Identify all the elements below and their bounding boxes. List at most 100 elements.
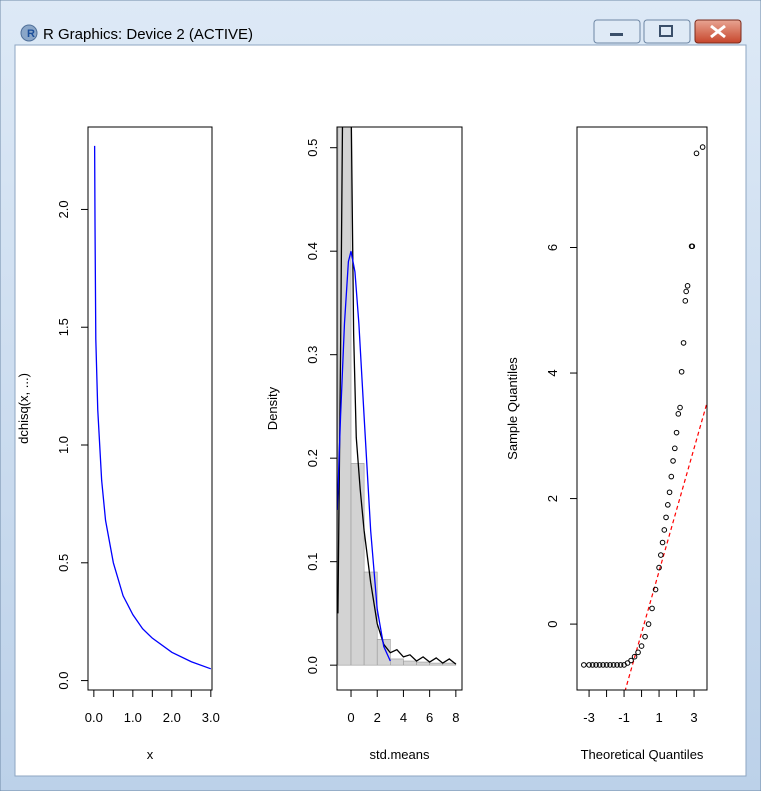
x-tick-label: 0.0 [85,710,103,725]
x-tick-label: 6 [426,710,433,725]
y-tick-label: 0.1 [305,553,320,571]
qq-point [680,340,687,346]
qq-point [635,649,641,656]
density-line [337,251,391,662]
plot-box [336,126,463,691]
qq-point [596,662,603,668]
qq-point [656,564,662,571]
histogram-bar [363,571,378,666]
y-tick-label: 0.3 [305,346,320,364]
r-icon-letter: R [27,28,35,40]
x-tick-label: 8 [452,710,459,725]
qq-point [610,662,617,668]
plot-panel: -3 -1 1 3 0 2 4 6 Theoretical Quantiles Sample Qu… [505,126,708,762]
y-axis-title: dchisq(x, ...) [16,373,31,444]
x-tick-label: -1 [618,710,630,725]
plot-box [576,126,708,691]
x-tick-label: 1 [655,710,662,725]
qq-point [682,298,689,304]
qq-point [668,473,675,480]
x-tick-label: 3 [690,710,697,725]
plot-data [93,145,212,670]
plot-data [337,127,457,666]
qq-point [617,662,624,668]
qq-point [645,621,652,627]
qq-point [642,633,648,640]
histogram-bar [390,658,404,666]
y-tick-label: 0.2 [305,449,320,467]
y-tick-label: 0.4 [305,242,320,260]
qq-point [658,552,664,558]
qq-point [693,150,700,157]
x-axis-title: std.means [370,747,430,762]
y-tick-label: 0.5 [305,139,320,157]
y-tick-label: 4 [545,369,560,376]
qq-point [684,282,691,289]
qq-point [670,458,676,464]
window-title: R Graphics: Device 2 (ACTIVE) [43,26,253,43]
qq-point [603,662,610,668]
r-icon [20,24,38,42]
qq-point [661,527,668,533]
qq-point [600,662,606,668]
qq-point [677,404,683,411]
y-axis-title: Sample Quantiles [505,357,520,460]
y-tick-label: 1.5 [56,318,71,336]
x-tick-label: -3 [583,710,595,725]
minimize-button[interactable] [593,19,641,44]
density-line [93,145,212,670]
plot-box [87,126,213,691]
x-tick-label: 4 [400,710,407,725]
x-tick-label: 2 [374,710,381,725]
y-tick-label: 6 [545,244,560,251]
qq-point [659,539,666,546]
close-button[interactable] [694,19,742,44]
y-tick-label: 2.0 [56,200,71,218]
x-tick-label: 2.0 [163,710,181,725]
qq-point [666,489,673,496]
y-tick-label: 0.0 [305,656,320,674]
qq-point [652,586,659,593]
qq-point [683,288,689,295]
qq-reference-line [624,402,707,690]
plot-panel: 0 2 4 6 8 0.0 0.1 0.2 0.3 0.4 0.5 std.means Density [265,126,463,762]
qq-point [665,502,671,508]
qq-point [631,653,638,660]
qq-point [663,514,669,521]
qq-point [589,662,596,668]
x-tick-label: 3.0 [202,710,220,725]
qq-point [675,411,682,417]
plot-panel: 0.0 1.0 2.0 3.0 0.0 0.5 1.0 1.5 2.0 x dchisq(x, ..… [16,126,220,762]
qq-point [678,368,685,375]
histogram-bar [403,660,417,666]
client-area [14,44,747,777]
histogram-bar [350,463,365,666]
qq-point [586,662,592,668]
y-tick-label: 1.0 [56,436,71,454]
y-tick-label: 0 [545,620,560,627]
plots: 0.0 1.0 2.0 3.0 0.0 0.5 1.0 1.5 2.0 x dchisq(x, ..… [16,126,708,762]
qq-point [593,662,599,668]
y-tick-label: 0.5 [56,554,71,572]
qq-point [638,643,645,649]
qq-point [673,429,680,436]
plot-data [581,144,707,690]
x-tick-label: 1.0 [124,710,142,725]
x-tick-label: 0 [347,710,354,725]
maximize-button[interactable] [643,19,691,44]
qq-point [614,662,620,668]
qq-point [607,662,613,668]
qq-point [689,243,696,250]
y-tick-label: 0.0 [56,672,71,690]
qq-point [672,445,678,452]
qq-point [699,144,706,150]
y-tick-label: 2 [545,495,560,502]
qq-point [628,657,634,664]
qq-point [649,605,655,612]
histogram-bar [429,662,444,666]
histogram-bar [416,661,430,666]
x-axis-title: x [147,747,154,762]
qq-point [581,662,587,668]
